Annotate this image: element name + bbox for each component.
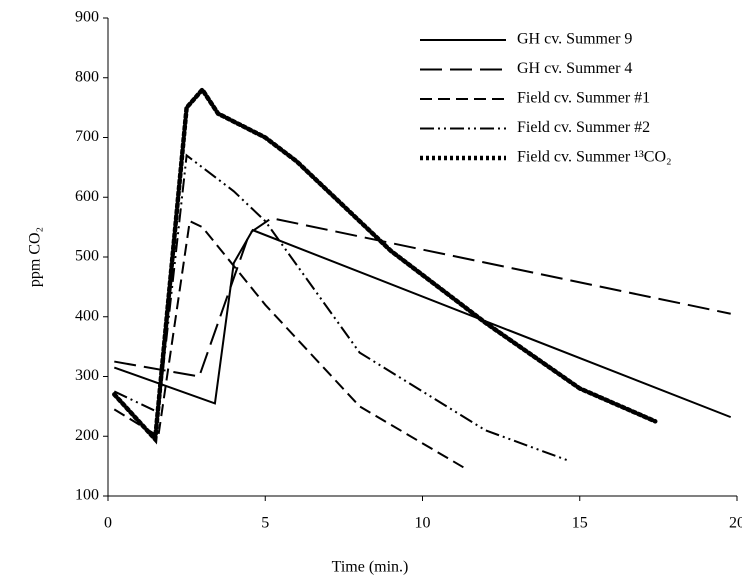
legend-label: Field cv. Summer #1 — [517, 90, 650, 107]
y-tick-label: 400 — [75, 307, 99, 324]
x-tick-label: 5 — [261, 515, 269, 532]
legend-label: Field cv. Summer ¹³CO₂ — [517, 149, 672, 166]
x-axis-label: Time (min.) — [332, 559, 409, 576]
y-tick-label: 600 — [75, 188, 99, 205]
y-tick-label: 700 — [75, 128, 99, 145]
legend-label: Field cv. Summer #2 — [517, 119, 650, 136]
series-line — [114, 217, 731, 378]
series-line — [113, 228, 732, 419]
x-tick-label: 15 — [572, 515, 588, 532]
y-tick-label: 500 — [75, 248, 99, 265]
legend-label: GH cv. Summer 4 — [517, 60, 632, 77]
x-tick-label: 10 — [415, 515, 431, 532]
y-axis-label: ppm CO₂ — [27, 227, 44, 287]
y-tick-label: 100 — [75, 487, 99, 504]
y-tick-label: 200 — [75, 427, 99, 444]
y-tick-label: 900 — [75, 9, 99, 26]
series-line — [113, 219, 464, 469]
x-tick-label: 0 — [104, 515, 112, 532]
legend-label: GH cv. Summer 9 — [517, 31, 632, 48]
y-tick-label: 800 — [75, 68, 99, 85]
x-tick-label: 20 — [729, 515, 742, 532]
y-tick-label: 300 — [75, 367, 99, 384]
series-line — [112, 85, 658, 445]
